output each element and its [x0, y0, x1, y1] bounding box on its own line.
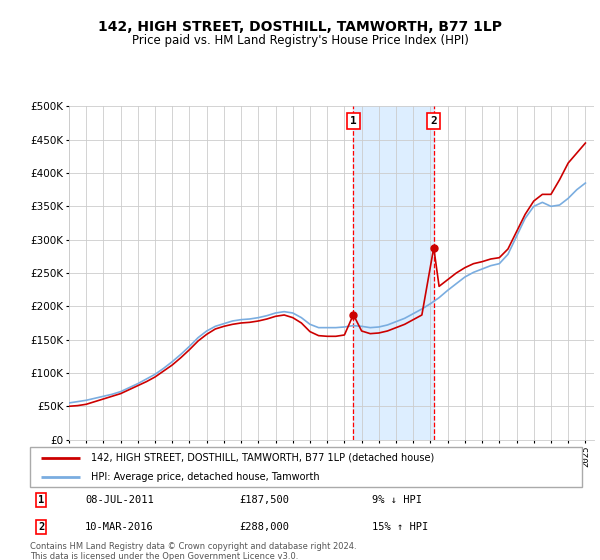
Text: 10-MAR-2016: 10-MAR-2016	[85, 522, 154, 532]
Text: 142, HIGH STREET, DOSTHILL, TAMWORTH, B77 1LP (detached house): 142, HIGH STREET, DOSTHILL, TAMWORTH, B7…	[91, 453, 434, 463]
Text: 08-JUL-2011: 08-JUL-2011	[85, 495, 154, 505]
Text: £187,500: £187,500	[240, 495, 290, 505]
Text: 1: 1	[38, 495, 44, 505]
Text: 142, HIGH STREET, DOSTHILL, TAMWORTH, B77 1LP: 142, HIGH STREET, DOSTHILL, TAMWORTH, B7…	[98, 20, 502, 34]
Text: Price paid vs. HM Land Registry's House Price Index (HPI): Price paid vs. HM Land Registry's House …	[131, 34, 469, 46]
Text: 2: 2	[430, 116, 437, 126]
Text: HPI: Average price, detached house, Tamworth: HPI: Average price, detached house, Tamw…	[91, 472, 319, 482]
Bar	[353, 106, 434, 440]
Text: £288,000: £288,000	[240, 522, 290, 532]
Text: 15% ↑ HPI: 15% ↑ HPI	[372, 522, 428, 532]
Text: 1: 1	[350, 116, 357, 126]
Text: Contains HM Land Registry data © Crown copyright and database right 2024.
This d: Contains HM Land Registry data © Crown c…	[30, 542, 356, 560]
FancyBboxPatch shape	[30, 447, 582, 487]
Text: 2: 2	[38, 522, 44, 532]
Text: 9% ↓ HPI: 9% ↓ HPI	[372, 495, 422, 505]
